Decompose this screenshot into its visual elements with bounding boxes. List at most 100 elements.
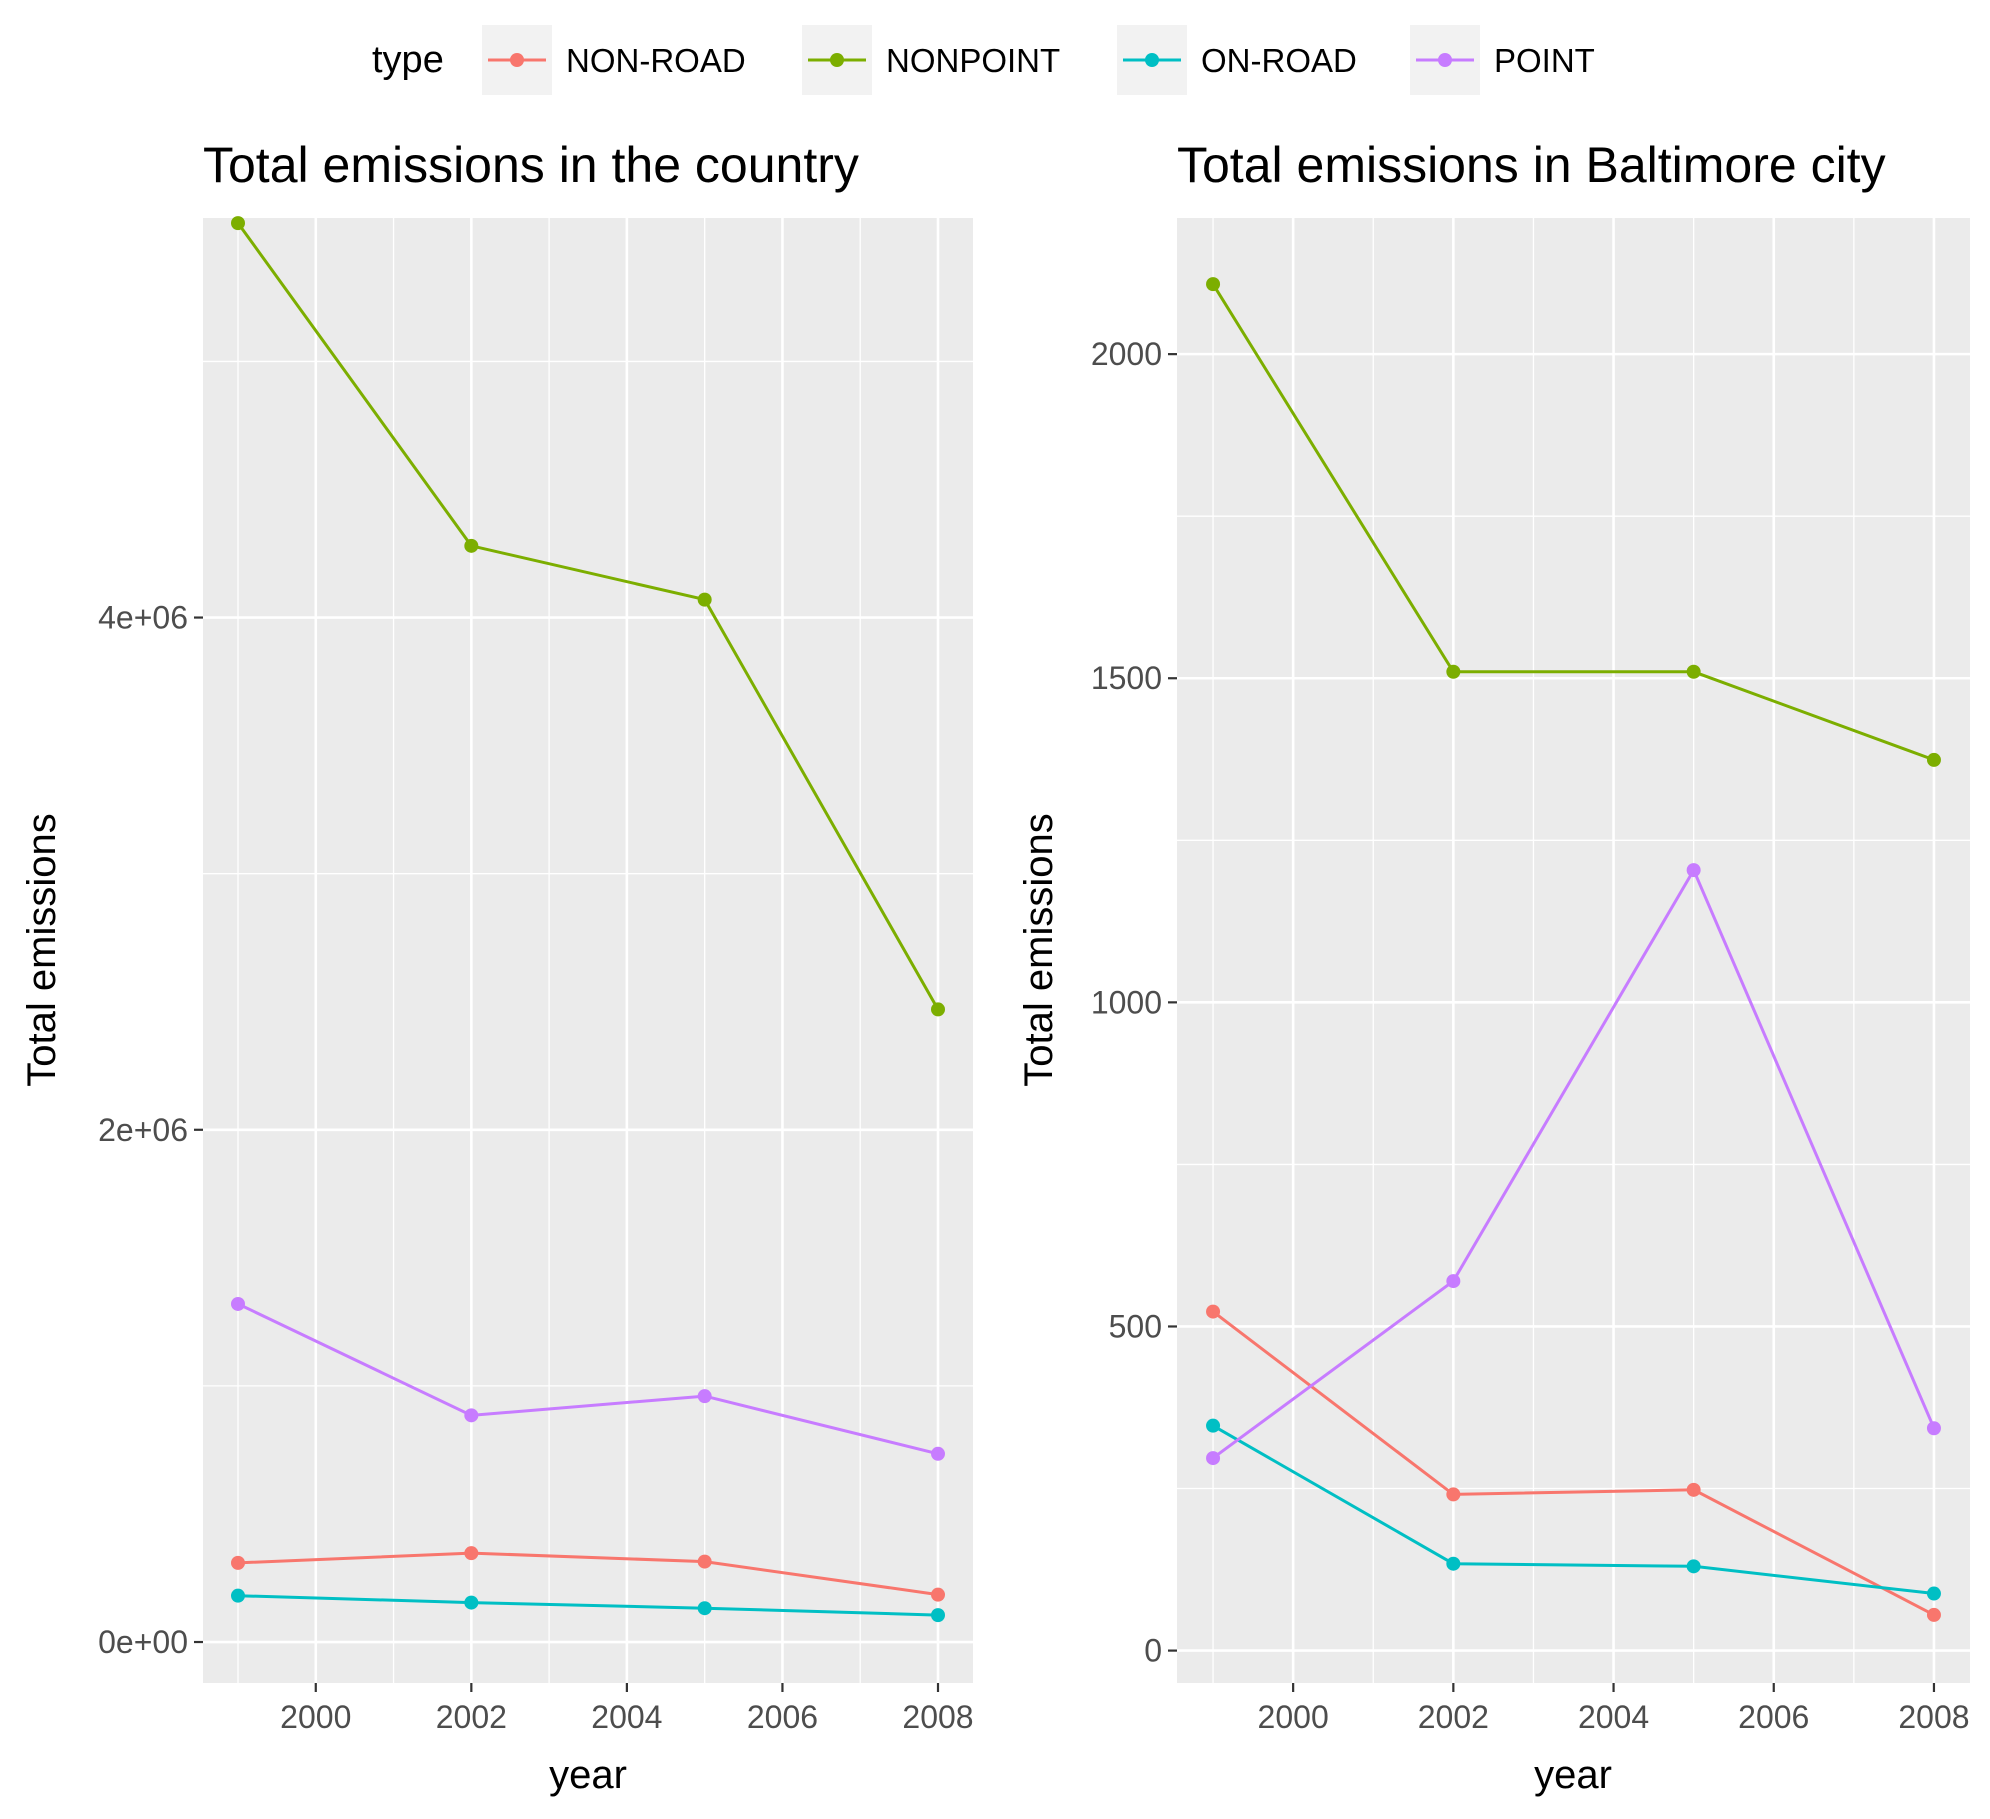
series-on-road — [1206, 1418, 1941, 1601]
legend-entries: NON-ROAD NONPOINT ON-ROAD POINT — [482, 25, 1595, 95]
data-point — [464, 1546, 479, 1561]
data-point — [1686, 1482, 1701, 1497]
x-tick-label: 2000 — [1258, 1699, 1329, 1735]
legend-label: ON-ROAD — [1201, 42, 1357, 79]
series-non-road — [1206, 1304, 1941, 1622]
y-tick-label: 4e+06 — [98, 600, 188, 636]
data-point — [464, 1408, 479, 1423]
data-point — [1446, 664, 1461, 679]
data-point — [1446, 1274, 1461, 1289]
data-point — [1446, 1556, 1461, 1571]
legend-label: NON-ROAD — [566, 42, 746, 79]
grid-lines — [203, 218, 973, 1683]
data-point — [1686, 863, 1701, 878]
y-axis-title: Total emissions — [20, 813, 64, 1086]
data-point — [1926, 1421, 1941, 1436]
data-point — [231, 216, 245, 231]
y-tick-label: 2e+06 — [98, 1112, 188, 1148]
x-tick-label: 2008 — [902, 1699, 973, 1735]
series-point — [1206, 863, 1941, 1466]
x-tick-label: 2008 — [1898, 1699, 1969, 1735]
data-point — [231, 1588, 245, 1603]
x-tick-label: 2004 — [591, 1699, 662, 1735]
legend-label: POINT — [1494, 42, 1595, 79]
data-point — [697, 1601, 712, 1616]
series-point — [231, 1296, 945, 1461]
data-point — [697, 1389, 712, 1404]
data-point — [697, 592, 712, 607]
data-point — [464, 1595, 479, 1610]
y-tick-label: 1500 — [1091, 660, 1162, 696]
legend-entry-non-road: NON-ROAD — [482, 25, 746, 95]
y-axis-title: Total emissions — [1017, 813, 1061, 1086]
series-line — [237, 1594, 939, 1617]
data-point — [1686, 664, 1701, 679]
legend-key-point — [510, 53, 524, 67]
legend-key-point — [1438, 53, 1452, 67]
data-point — [1926, 1607, 1941, 1622]
legend: type NON-ROAD NONPOINT ON-ROAD POINT — [372, 25, 1595, 95]
chart-panel-country: Total emissions in the country 0e+00 2e+0… — [20, 137, 974, 1797]
legend-entry-point: POINT — [1410, 25, 1595, 95]
data-series — [1206, 277, 1941, 1622]
x-tick-label: 2002 — [1418, 1699, 1489, 1735]
series-line — [1212, 1310, 1935, 1617]
y-tick-label: 0 — [1144, 1633, 1162, 1669]
data-point — [1206, 1304, 1221, 1319]
legend-entry-on-road: ON-ROAD — [1117, 25, 1357, 95]
data-point — [1926, 1586, 1941, 1601]
series-non-road — [231, 1546, 945, 1602]
series-line — [237, 1551, 939, 1597]
data-point — [231, 1555, 245, 1570]
data-point — [464, 538, 479, 553]
x-tick-label: 2000 — [280, 1699, 351, 1735]
series-line — [237, 1302, 939, 1456]
series-line — [1212, 1424, 1935, 1595]
x-axis: 2000 2002 2004 2006 2008 — [280, 1683, 974, 1735]
data-point — [931, 1587, 945, 1602]
x-tick-label: 2004 — [1578, 1699, 1649, 1735]
y-tick-label: 0e+00 — [98, 1624, 188, 1660]
x-tick-label: 2002 — [436, 1699, 507, 1735]
plot-area — [203, 218, 973, 1683]
legend-key-point — [1145, 53, 1159, 67]
chart-title: Total emissions in the country — [203, 137, 859, 193]
x-tick-label: 2006 — [1738, 1699, 1809, 1735]
y-tick-label: 2000 — [1091, 336, 1162, 372]
series-on-road — [231, 1588, 945, 1623]
series-line — [236, 222, 940, 1011]
x-tick-label: 2006 — [747, 1699, 818, 1735]
data-point — [231, 1296, 245, 1311]
series-line — [1211, 283, 1935, 762]
data-point — [1206, 1451, 1221, 1466]
x-axis-title: year — [549, 1753, 627, 1797]
series-nonpoint — [231, 216, 945, 1017]
series-nonpoint — [1206, 277, 1941, 767]
data-point — [1206, 277, 1221, 292]
y-tick-label: 500 — [1109, 1308, 1162, 1344]
data-point — [931, 1608, 945, 1623]
data-point — [931, 1002, 945, 1017]
x-axis: 2000 2002 2004 2006 2008 — [1258, 1683, 1970, 1735]
data-point — [1686, 1559, 1701, 1574]
legend-label: NONPOINT — [886, 42, 1060, 79]
grid-lines — [1177, 218, 1970, 1683]
data-point — [1926, 752, 1941, 767]
chart-panel-baltimore: Total emissions in Baltimore city 0 500 10… — [1017, 137, 1970, 1797]
plot-area — [1177, 218, 1970, 1683]
x-axis-title: year — [1534, 1753, 1612, 1797]
y-axis: 0e+00 2e+06 4e+06 — [98, 600, 203, 1660]
series-line — [1212, 866, 1936, 1460]
legend-key-point — [830, 53, 844, 67]
legend-title: type — [372, 39, 444, 81]
data-point — [1206, 1418, 1221, 1433]
data-point — [697, 1554, 712, 1569]
data-point — [1446, 1487, 1461, 1502]
data-series — [231, 216, 945, 1623]
data-point — [931, 1446, 945, 1461]
y-tick-label: 1000 — [1091, 984, 1162, 1020]
legend-entry-nonpoint: NONPOINT — [802, 25, 1060, 95]
y-axis: 0 500 1000 1500 2000 — [1091, 336, 1177, 1669]
chart-title: Total emissions in Baltimore city — [1177, 137, 1886, 193]
